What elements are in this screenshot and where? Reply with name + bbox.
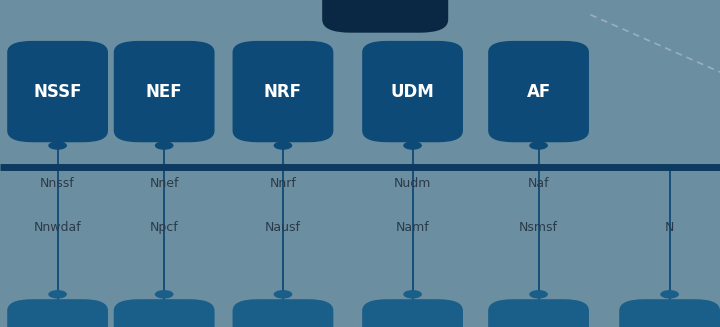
Text: UDM: UDM xyxy=(391,82,434,101)
Text: NEF: NEF xyxy=(146,82,182,101)
Text: Nnwdaf: Nnwdaf xyxy=(34,221,81,234)
Text: Nsmsf: Nsmsf xyxy=(519,221,558,234)
FancyBboxPatch shape xyxy=(362,41,463,142)
Text: NSSF: NSSF xyxy=(33,82,82,101)
Text: Nnssf: Nnssf xyxy=(40,177,75,190)
FancyBboxPatch shape xyxy=(323,0,448,33)
Circle shape xyxy=(660,290,679,299)
Circle shape xyxy=(403,141,422,150)
Circle shape xyxy=(274,141,292,150)
FancyBboxPatch shape xyxy=(7,41,108,142)
Circle shape xyxy=(529,290,548,299)
Circle shape xyxy=(155,141,174,150)
FancyBboxPatch shape xyxy=(114,41,215,142)
FancyBboxPatch shape xyxy=(233,41,333,142)
Text: Npcf: Npcf xyxy=(150,221,179,234)
FancyBboxPatch shape xyxy=(362,299,463,327)
Text: Nnrf: Nnrf xyxy=(269,177,297,190)
Text: AF: AF xyxy=(526,82,551,101)
Text: Nausf: Nausf xyxy=(265,221,301,234)
Text: Namf: Namf xyxy=(396,221,429,234)
Circle shape xyxy=(48,290,67,299)
FancyBboxPatch shape xyxy=(488,41,589,142)
Circle shape xyxy=(48,141,67,150)
Text: Nnef: Nnef xyxy=(150,177,179,190)
Text: N: N xyxy=(665,221,675,234)
Text: Nudm: Nudm xyxy=(394,177,431,190)
Circle shape xyxy=(274,290,292,299)
Circle shape xyxy=(155,290,174,299)
FancyBboxPatch shape xyxy=(488,299,589,327)
FancyBboxPatch shape xyxy=(619,299,720,327)
FancyBboxPatch shape xyxy=(7,299,108,327)
Text: NRF: NRF xyxy=(264,82,302,101)
Text: Naf: Naf xyxy=(528,177,549,190)
FancyBboxPatch shape xyxy=(114,299,215,327)
FancyBboxPatch shape xyxy=(233,299,333,327)
Circle shape xyxy=(529,141,548,150)
Circle shape xyxy=(403,290,422,299)
